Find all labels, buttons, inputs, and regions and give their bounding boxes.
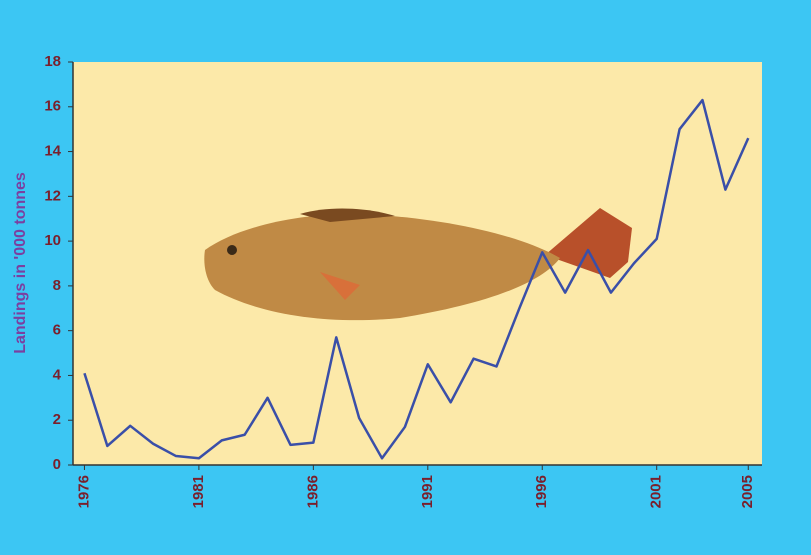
fish-tail [545,208,632,278]
y-tick-label: 8 [53,277,61,294]
x-tick-label: 1986 [304,475,321,508]
y-tick-label: 6 [53,322,61,339]
x-tick-label: 1991 [419,475,436,508]
y-tick-label: 12 [44,187,61,204]
y-tick-label: 10 [44,232,61,249]
x-tick-label: 1996 [533,475,550,508]
x-tick-label: 2005 [739,475,756,508]
fish-fin [300,208,395,222]
y-axis-label: Landings in '000 tonnes [12,172,29,354]
y-tick-label: 16 [44,98,61,115]
fish-eye [227,245,237,255]
x-tick-label: 1981 [190,475,207,508]
fish-fin [320,272,360,300]
y-tick-label: 4 [53,366,62,383]
y-tick-label: 2 [53,411,61,428]
y-tick-label: 18 [44,53,61,70]
y-tick-label: 0 [53,456,61,473]
data-line [83,98,750,460]
x-tick-label: 1976 [75,475,92,508]
fish-illustration [204,208,632,321]
y-tick-label: 14 [44,143,61,160]
fish-body [204,214,561,321]
x-tick-label: 2001 [648,475,665,508]
